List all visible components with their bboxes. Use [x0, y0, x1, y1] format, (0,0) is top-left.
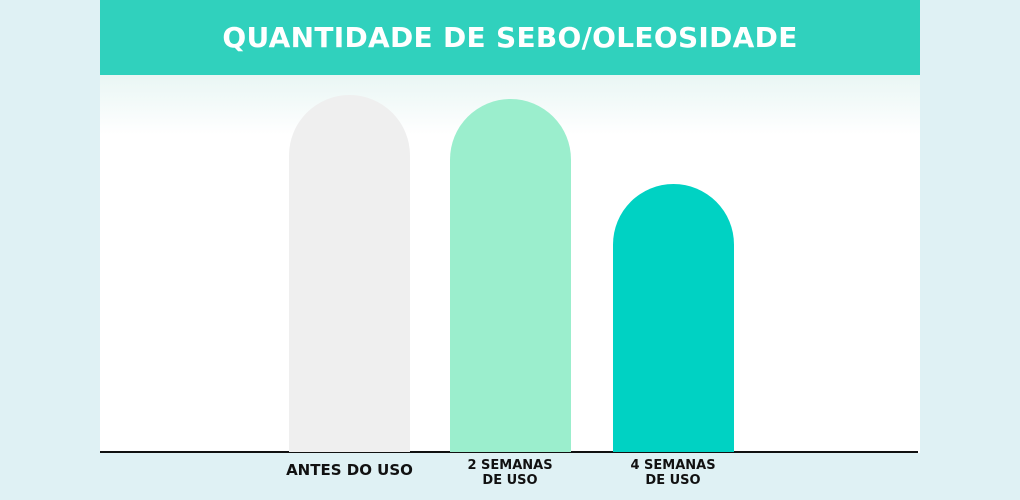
bar: [612, 184, 734, 452]
x-tick-label: 4 SEMANAS DE USO: [630, 458, 716, 488]
bar: [289, 95, 410, 452]
baseline: [100, 451, 918, 453]
chart-title: QUANTIDADE DE SEBO/OLEOSIDADE: [100, 0, 920, 75]
bar: [449, 98, 571, 452]
x-tick-label: 2 SEMANAS DE USO: [467, 458, 553, 488]
x-tick-label: ANTES DO USO: [286, 461, 413, 479]
